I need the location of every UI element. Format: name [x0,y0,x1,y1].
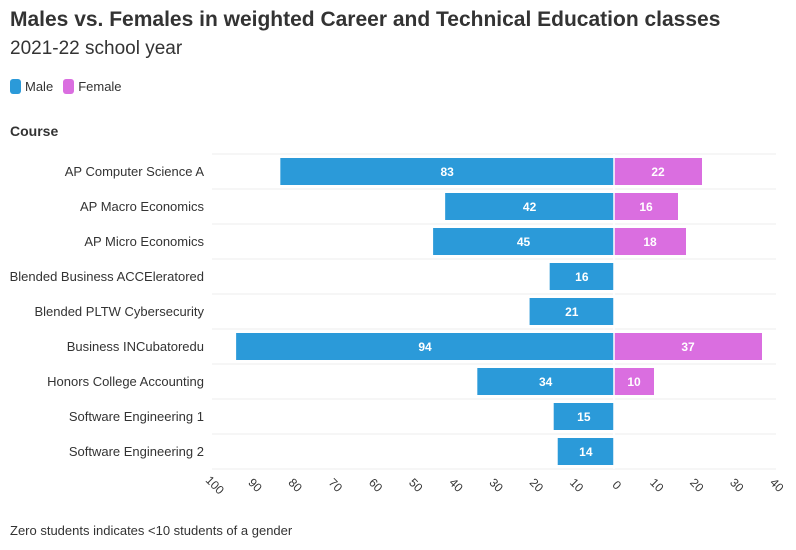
x-tick-label: 80 [286,475,306,495]
bar-female [614,158,702,185]
category-label: Blended PLTW Cybersecurity [34,304,204,319]
bar-label-female: 22 [651,165,665,179]
chart-subtitle: 2021-22 school year [10,38,183,59]
category-label: Blended Business ACCEleratored [10,269,204,284]
chart-title: Males vs. Females in weighted Career and… [10,8,721,31]
x-tick-label: 60 [366,475,386,495]
legend-swatch-male [10,79,21,94]
bar-label-male: 15 [577,410,591,424]
y-axis-heading: Course [10,123,59,139]
x-tick-label: 40 [446,475,466,495]
bar-male [529,298,614,325]
bar-male [445,193,614,220]
legend: Male Female [10,79,132,94]
bar-male [557,438,614,465]
category-label: Software Engineering 2 [69,444,204,459]
bar-female [614,228,686,255]
bar-label-male: 34 [539,375,553,389]
x-tick-label: 20 [687,475,707,495]
bar-label-male: 14 [579,445,593,459]
bar-male [433,228,614,255]
bar-label-male: 83 [440,165,454,179]
legend-label-male: Male [25,79,54,94]
bar-label-male: 21 [565,305,579,319]
bar-label-female: 18 [643,235,657,249]
x-tick-label: 30 [487,475,507,495]
x-tick-label: 0 [610,478,625,493]
bar-male [280,158,614,185]
bar-label-male: 42 [523,200,537,214]
bar-label-female: 16 [639,200,653,214]
x-tick-label: 50 [406,475,426,495]
x-tick-label: 10 [567,475,587,495]
category-label: Honors College Accounting [47,374,204,389]
category-label: Software Engineering 1 [69,409,204,424]
bar-male [549,263,614,290]
bar-male [477,368,614,395]
legend-item-male[interactable]: Male [10,79,53,94]
x-tick-label: 90 [245,475,265,495]
bar-label-male: 45 [517,235,531,249]
bar-female [614,368,654,395]
x-tick-label: 100 [203,473,227,497]
x-tick-label: 20 [527,475,547,495]
category-label: AP Computer Science A [65,164,205,179]
legend-item-female[interactable]: Female [63,79,122,94]
x-tick-label: 30 [727,475,747,495]
bar-male [553,403,614,430]
category-label: Business INCubatoredu [67,339,204,354]
legend-label-female: Female [78,79,122,94]
bar-label-female: 10 [627,375,641,389]
bar-female [614,193,678,220]
x-tick-label: 70 [326,475,346,495]
bar-male [236,333,614,360]
x-tick-label: 10 [647,475,667,495]
bar-female [614,333,762,360]
category-label: AP Micro Economics [84,234,204,249]
x-tick-label: 40 [767,475,787,495]
bar-label-male: 16 [575,270,589,284]
footnote: Zero students indicates <10 students of … [10,523,293,538]
legend-swatch-female [63,79,75,94]
bar-label-female: 37 [681,340,695,354]
category-label: AP Macro Economics [80,199,205,214]
bar-label-male: 94 [418,340,432,354]
